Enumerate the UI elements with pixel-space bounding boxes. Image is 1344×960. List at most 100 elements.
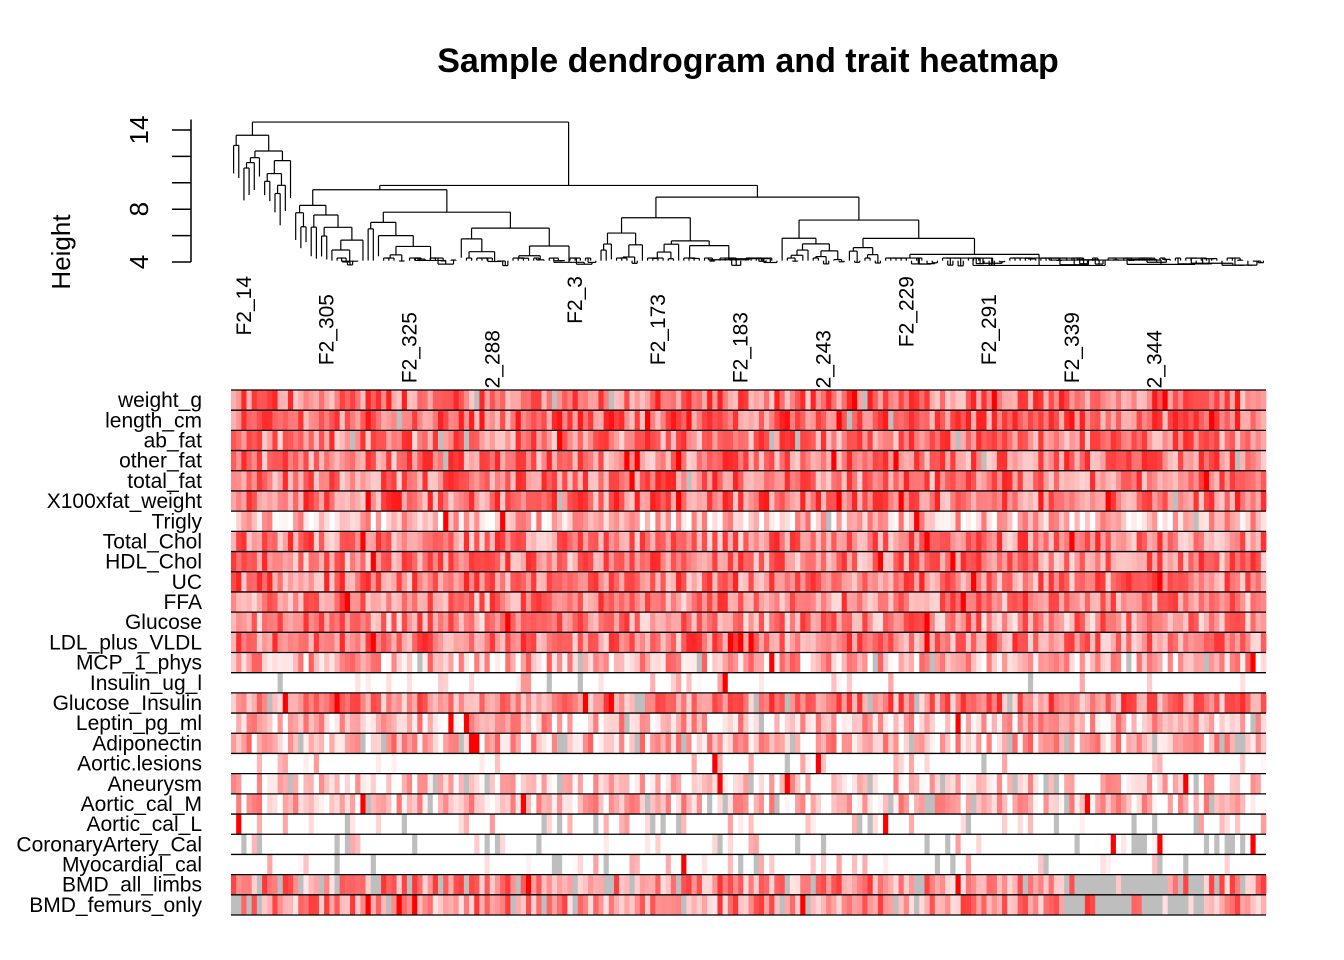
heatmap-cell xyxy=(898,713,905,734)
heatmap-cell xyxy=(686,652,692,673)
heatmap-cell xyxy=(582,470,589,491)
heatmap-cell xyxy=(510,450,517,471)
heatmap-cell xyxy=(293,511,299,532)
heatmap-cell xyxy=(298,773,304,794)
heatmap-cell xyxy=(557,470,563,491)
heatmap-cell xyxy=(598,470,604,491)
heatmap-cell xyxy=(267,753,273,774)
heatmap-cell xyxy=(339,672,346,693)
heatmap-cell xyxy=(432,410,439,431)
heatmap-cell xyxy=(432,531,439,552)
heatmap-cell xyxy=(619,450,625,471)
heatmap-cell xyxy=(960,814,967,835)
heatmap-cell xyxy=(381,511,387,532)
heatmap-cell xyxy=(619,490,625,512)
heatmap-cell xyxy=(515,713,522,734)
heatmap-cell xyxy=(1162,713,1169,734)
heatmap-cell xyxy=(391,470,397,491)
heatmap-cell xyxy=(246,632,253,653)
heatmap-cell xyxy=(1115,793,1122,815)
heatmap-cell xyxy=(582,773,589,794)
heatmap-cell xyxy=(924,470,931,491)
heatmap-cell xyxy=(743,450,749,471)
heatmap-cell xyxy=(396,430,403,451)
heatmap-cell xyxy=(707,410,713,431)
leaf-label: F2_229 xyxy=(895,276,918,347)
heatmap-cell xyxy=(1038,632,1044,653)
heatmap-cell xyxy=(494,692,501,714)
heatmap-cell xyxy=(427,571,434,592)
heatmap-cell xyxy=(1095,692,1101,714)
heatmap-cell xyxy=(1121,793,1127,815)
heatmap-cell xyxy=(950,773,956,794)
heatmap-cell xyxy=(298,390,304,411)
heatmap-cell xyxy=(546,672,553,693)
heatmap-cell xyxy=(986,571,993,592)
heatmap-cell xyxy=(857,773,863,794)
heatmap-cell xyxy=(1183,652,1189,673)
heatmap-cell xyxy=(308,551,315,572)
heatmap-cell xyxy=(645,450,651,471)
heatmap-cell xyxy=(448,733,454,754)
heatmap-cell xyxy=(805,511,811,532)
heatmap-cell xyxy=(934,672,941,693)
heatmap-cell xyxy=(696,511,703,532)
heatmap-cell xyxy=(867,713,874,734)
heatmap-cell xyxy=(836,672,843,693)
heatmap-cell xyxy=(489,551,496,572)
heatmap-cell xyxy=(1100,713,1106,734)
heatmap-cell xyxy=(717,470,724,491)
heatmap-cell xyxy=(681,551,687,572)
heatmap-cell xyxy=(360,531,366,552)
heatmap-cell xyxy=(484,753,491,774)
heatmap-cell xyxy=(836,410,843,431)
heatmap-cell xyxy=(551,450,558,471)
heatmap-cell xyxy=(639,450,646,471)
heatmap-cell xyxy=(634,612,641,633)
heatmap-cell xyxy=(965,511,972,532)
heatmap-cell xyxy=(929,551,936,572)
heatmap-cell xyxy=(1079,390,1086,411)
heatmap-cell xyxy=(251,632,258,653)
heatmap-cell xyxy=(1017,390,1024,411)
heatmap-cell xyxy=(1022,511,1029,532)
heatmap-cell xyxy=(1069,571,1075,592)
heatmap-cell xyxy=(852,652,858,673)
heatmap-cell xyxy=(836,450,843,471)
heatmap-cell xyxy=(924,814,931,835)
heatmap-cell xyxy=(1043,753,1050,774)
heatmap-cell xyxy=(551,470,558,491)
heatmap-cell xyxy=(774,390,780,411)
heatmap-cell xyxy=(381,692,387,714)
heatmap-cell xyxy=(303,450,310,471)
heatmap-cell xyxy=(588,692,594,714)
heatmap-cell xyxy=(272,490,278,512)
heatmap-cell xyxy=(1012,632,1018,653)
heatmap-cell xyxy=(743,773,749,794)
heatmap-cell xyxy=(277,490,284,512)
heatmap-cell xyxy=(293,713,299,734)
heatmap-cell xyxy=(365,652,372,673)
heatmap-cell xyxy=(479,591,485,613)
heatmap-cell xyxy=(945,450,951,471)
heatmap-cell xyxy=(1188,470,1194,491)
heatmap-cell xyxy=(903,390,910,411)
heatmap-cell xyxy=(557,551,563,572)
heatmap-cell xyxy=(256,632,263,653)
heatmap-cell xyxy=(676,591,682,613)
heatmap-cell xyxy=(619,773,625,794)
heatmap-cell xyxy=(1141,713,1148,734)
heatmap-cell xyxy=(603,733,610,754)
heatmap-cell xyxy=(1115,511,1122,532)
heatmap-cell xyxy=(293,612,299,633)
heatmap-cell xyxy=(1110,591,1117,613)
heatmap-cell xyxy=(1110,430,1117,451)
heatmap-cell xyxy=(1069,632,1075,653)
heatmap-cell xyxy=(722,551,729,572)
heatmap-cell xyxy=(443,733,449,754)
heatmap-cell xyxy=(836,591,843,613)
heatmap-cell xyxy=(1115,490,1122,512)
heatmap-cell xyxy=(1095,773,1101,794)
heatmap-cell xyxy=(1141,490,1148,512)
heatmap-cell xyxy=(293,430,299,451)
